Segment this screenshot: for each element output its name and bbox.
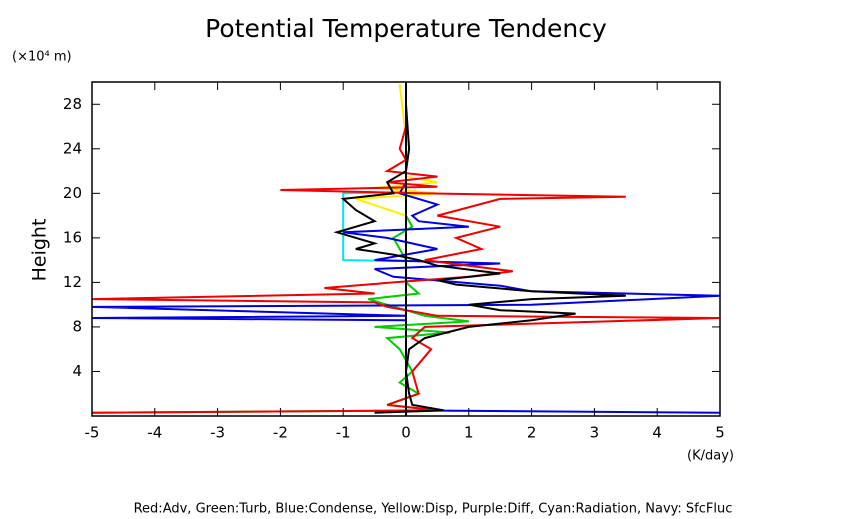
x-tick-label: 0 — [401, 424, 411, 442]
x-tick-label: -5 — [85, 424, 100, 442]
x-unit: (K/day) — [687, 449, 734, 464]
y-unit: (×10⁴ m) — [12, 50, 72, 65]
profile-line — [92, 84, 720, 414]
y-tick-label: 24 — [63, 139, 82, 157]
y-axis-label: Height — [29, 219, 51, 282]
profile-line — [92, 84, 469, 414]
x-tick-label: -3 — [210, 424, 225, 442]
x-tick-label: 1 — [464, 424, 474, 442]
y-tick-label: 12 — [63, 273, 82, 291]
profile-line — [333, 84, 626, 414]
footnote: Red:Adv, Green:Turb, Blue:Condense, Yell… — [134, 502, 733, 517]
y-tick-label: 16 — [63, 228, 82, 246]
x-tick-label: 5 — [715, 424, 725, 442]
profile-line — [342, 84, 407, 416]
x-tick-label: -1 — [336, 424, 351, 442]
chart-title: Potential Temperature Tendency — [205, 14, 607, 43]
y-tick-label: 4 — [72, 362, 82, 380]
y-tick-label: 28 — [63, 95, 82, 113]
x-tick-label: 2 — [527, 424, 537, 442]
x-tick-label: -4 — [147, 424, 162, 442]
y-tick-label: 8 — [72, 317, 82, 335]
x-tick-label: -2 — [273, 424, 288, 442]
y-tick-label: 20 — [63, 184, 82, 202]
x-tick-label: 3 — [590, 424, 600, 442]
x-tick-label: 4 — [652, 424, 662, 442]
